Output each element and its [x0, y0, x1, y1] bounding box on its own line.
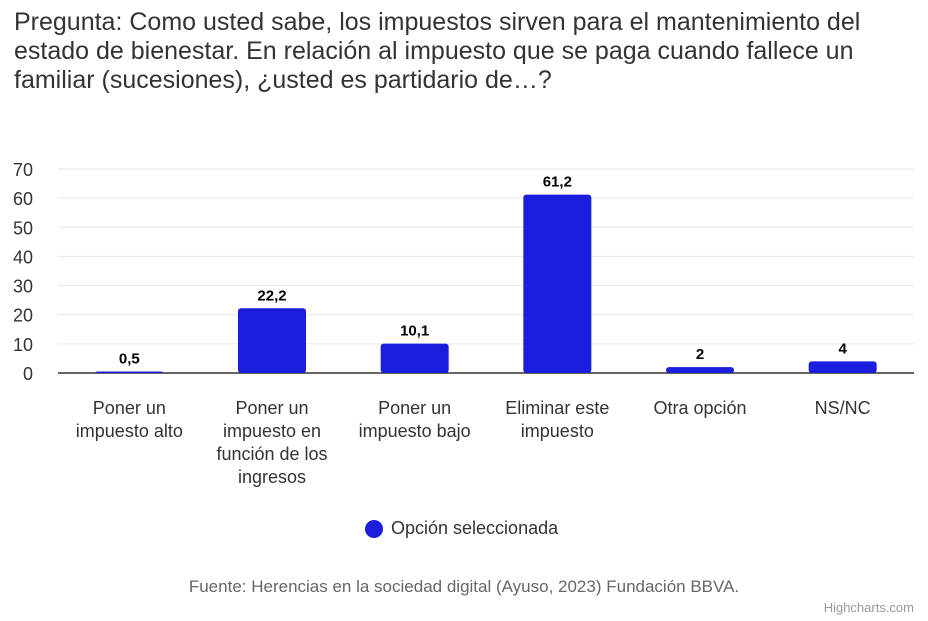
x-category-label: Poner un impuesto bajo: [359, 398, 471, 441]
data-label: 22,2: [257, 287, 286, 304]
legend-marker-icon: [365, 519, 383, 538]
bar[interactable]: [808, 361, 877, 373]
data-label: 10,1: [400, 323, 429, 340]
credits-link[interactable]: Highcharts.com: [823, 600, 914, 615]
legend-label: Opción seleccionada: [391, 518, 559, 538]
x-category-label: NS/NC: [815, 398, 871, 418]
bar[interactable]: [380, 343, 449, 373]
y-tick-label: 0: [23, 364, 33, 384]
bar[interactable]: [95, 371, 164, 373]
x-category-label: Poner un impuesto alto: [76, 398, 183, 441]
bar[interactable]: [666, 367, 734, 373]
data-label: 0,5: [119, 351, 140, 368]
legend-item[interactable]: Opción seleccionada: [365, 518, 558, 539]
data-label: 2: [696, 346, 704, 363]
x-category-label: Otra opción: [653, 398, 746, 418]
bar[interactable]: [523, 194, 592, 373]
data-label: 61,2: [543, 174, 572, 191]
y-tick-label: 30: [13, 277, 33, 297]
chart-source: Fuente: Herencias en la sociedad digital…: [188, 577, 740, 596]
y-tick-label: 20: [13, 306, 33, 326]
x-category-label: Eliminar este impuesto: [505, 398, 609, 441]
y-tick-label: 40: [13, 247, 33, 267]
y-tick-label: 50: [13, 218, 33, 238]
chart-title: Pregunta: Como usted sabe, los impuestos…: [14, 8, 861, 94]
x-category-label: Poner un impuesto en función de los ingreso…: [216, 398, 327, 487]
y-tick-label: 70: [13, 160, 33, 180]
y-tick-label: 10: [13, 335, 33, 355]
data-label: 4: [838, 340, 847, 357]
bar[interactable]: [238, 308, 306, 373]
y-tick-label: 60: [13, 189, 33, 209]
